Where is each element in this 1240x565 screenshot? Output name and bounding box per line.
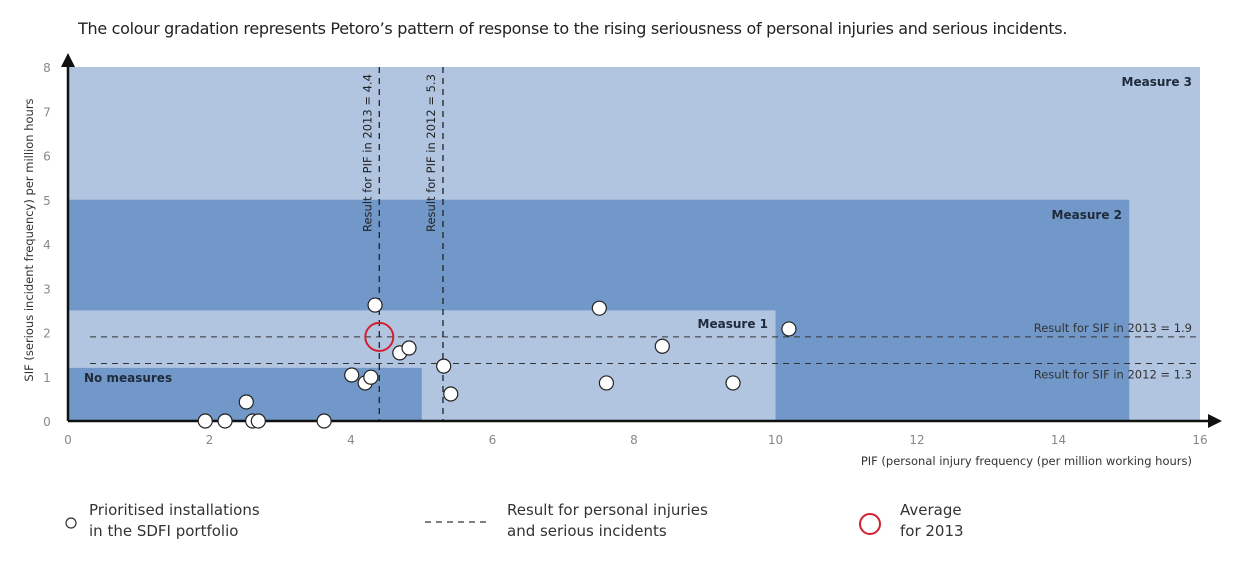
chart-title: The colour gradation represents Petoro’s… (78, 19, 1068, 38)
x-tick-label: 8 (630, 433, 638, 447)
y-tick-label: 8 (43, 61, 51, 75)
red-circle-icon (859, 513, 881, 535)
y-axis-arrow-icon (61, 53, 75, 67)
data-point (443, 386, 459, 402)
x-axis-label: PIF (personal injury frequency (per mill… (861, 454, 1192, 468)
legend-points: Prioritised installations in the SDFI po… (64, 500, 260, 542)
data-point (238, 394, 254, 410)
vline-label: Result for PIF in 2012 = 5.3 (424, 74, 438, 232)
data-point (401, 340, 417, 356)
data-point (591, 300, 607, 316)
data-point (598, 375, 615, 391)
x-axis-arrow-icon (1208, 414, 1222, 428)
circle-marker-icon (65, 517, 77, 529)
dashed-line-icon (425, 521, 487, 523)
x-tick-label: 0 (64, 433, 72, 447)
x-tick-label: 16 (1192, 433, 1207, 447)
y-tick-label: 6 (43, 150, 51, 164)
x-tick-label: 10 (768, 433, 783, 447)
scatter-plot: Measure 3 Measure 2 Measure 1 No measures Re… (22, 53, 1222, 468)
legend-average-label: Average for 2013 (900, 501, 964, 540)
y-tick-label: 3 (43, 282, 51, 296)
legend-lines: Result for personal injuries and serious… (425, 500, 708, 542)
y-axis-label: SIF (serious incident frequency) per mil… (22, 98, 36, 381)
legend-average: Average for 2013 (858, 500, 964, 542)
x-tick-label: 2 (206, 433, 214, 447)
legend-points-label: Prioritised installations in the SDFI po… (89, 501, 260, 540)
average-2013-marker (364, 321, 395, 352)
region-label: Measure 2 (1052, 208, 1122, 222)
hline-label: Result for SIF in 2013 = 1.9 (1034, 321, 1192, 335)
data-point (654, 338, 670, 354)
legend-lines-label: Result for personal injuries and serious… (507, 501, 708, 540)
region-label: Measure 3 (1122, 75, 1192, 89)
vline-label: Result for PIF in 2013 = 4.4 (360, 74, 374, 232)
y-tick-label: 7 (43, 105, 51, 119)
data-point (344, 367, 360, 383)
y-tick-label: 1 (43, 371, 51, 385)
x-tick-label: 4 (347, 433, 355, 447)
y-tick-label: 5 (43, 194, 51, 208)
region-label: No measures (84, 371, 172, 385)
x-tick-label: 6 (489, 433, 497, 447)
data-point (436, 358, 452, 374)
data-point (316, 413, 332, 429)
data-point (367, 297, 383, 313)
y-tick-label: 4 (43, 238, 51, 252)
data-point (363, 369, 379, 385)
data-point (250, 413, 266, 429)
data-point (781, 321, 797, 337)
hline-label: Result for SIF in 2012 = 1.3 (1034, 367, 1192, 381)
y-tick-label: 0 (43, 415, 51, 429)
data-point (217, 413, 233, 429)
x-tick-label: 12 (909, 433, 924, 447)
region-label: Measure 1 (698, 317, 768, 331)
data-point (725, 375, 741, 391)
data-point (197, 413, 213, 429)
x-tick-label: 14 (1051, 433, 1066, 447)
y-tick-label: 2 (43, 327, 51, 341)
